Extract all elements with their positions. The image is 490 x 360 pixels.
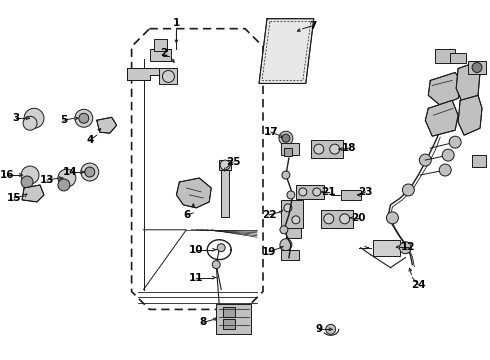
Circle shape xyxy=(279,131,293,145)
Text: 19: 19 xyxy=(262,247,276,257)
Text: 5: 5 xyxy=(60,115,68,125)
Text: 9: 9 xyxy=(315,324,322,334)
Text: 21: 21 xyxy=(321,187,336,197)
Circle shape xyxy=(330,144,340,154)
Circle shape xyxy=(324,214,334,224)
Text: 18: 18 xyxy=(342,143,356,153)
Circle shape xyxy=(282,171,290,179)
Circle shape xyxy=(280,239,292,251)
Text: 13: 13 xyxy=(40,175,54,185)
Bar xyxy=(221,165,229,217)
Circle shape xyxy=(284,204,292,212)
Circle shape xyxy=(23,116,37,130)
Circle shape xyxy=(399,242,411,254)
Bar xyxy=(472,155,486,167)
Circle shape xyxy=(340,214,350,224)
Text: 12: 12 xyxy=(401,242,416,252)
Circle shape xyxy=(419,154,431,166)
Bar xyxy=(321,210,353,228)
Bar xyxy=(281,143,299,155)
Circle shape xyxy=(439,164,451,176)
Circle shape xyxy=(58,169,76,187)
Polygon shape xyxy=(458,95,482,135)
Circle shape xyxy=(442,149,454,161)
Polygon shape xyxy=(176,178,211,208)
Bar xyxy=(372,240,400,256)
Circle shape xyxy=(287,191,295,199)
Text: 22: 22 xyxy=(262,210,276,220)
Polygon shape xyxy=(22,185,44,202)
Circle shape xyxy=(81,163,99,181)
Bar xyxy=(311,140,343,158)
Circle shape xyxy=(220,160,230,170)
Circle shape xyxy=(58,179,70,191)
Bar xyxy=(223,307,235,318)
Circle shape xyxy=(163,71,174,82)
Polygon shape xyxy=(428,72,462,105)
Bar xyxy=(159,68,177,85)
Circle shape xyxy=(326,324,336,334)
Circle shape xyxy=(449,136,461,148)
Circle shape xyxy=(75,109,93,127)
Bar xyxy=(281,250,299,260)
Text: 10: 10 xyxy=(189,245,203,255)
Text: 14: 14 xyxy=(63,167,77,177)
Bar xyxy=(219,160,231,170)
Text: 7: 7 xyxy=(309,21,317,31)
Polygon shape xyxy=(97,117,117,133)
Bar xyxy=(468,60,486,75)
Circle shape xyxy=(24,108,44,128)
Text: 11: 11 xyxy=(189,273,203,283)
Text: 24: 24 xyxy=(411,279,426,289)
Text: 23: 23 xyxy=(358,187,373,197)
Text: 6: 6 xyxy=(184,210,191,220)
Circle shape xyxy=(402,184,415,196)
Text: 2: 2 xyxy=(160,48,167,58)
Text: 17: 17 xyxy=(264,127,278,137)
Circle shape xyxy=(472,63,482,72)
Bar xyxy=(153,39,168,50)
Text: 4: 4 xyxy=(86,135,94,145)
Bar xyxy=(149,49,171,60)
Circle shape xyxy=(387,212,398,224)
Polygon shape xyxy=(259,19,314,84)
Circle shape xyxy=(280,226,288,234)
Circle shape xyxy=(314,144,324,154)
Bar xyxy=(286,228,301,238)
Circle shape xyxy=(217,244,225,252)
Circle shape xyxy=(282,134,290,142)
Bar xyxy=(216,305,251,334)
Circle shape xyxy=(299,188,307,196)
Circle shape xyxy=(292,216,300,224)
Circle shape xyxy=(313,188,321,196)
Text: 25: 25 xyxy=(226,157,241,167)
Text: 3: 3 xyxy=(12,113,20,123)
Bar xyxy=(435,49,455,63)
Text: 16: 16 xyxy=(0,170,14,180)
Polygon shape xyxy=(425,100,458,136)
Bar xyxy=(296,185,324,199)
Bar xyxy=(223,319,235,329)
Bar xyxy=(450,53,466,63)
Text: 1: 1 xyxy=(173,18,180,28)
Circle shape xyxy=(212,261,220,269)
Polygon shape xyxy=(456,63,480,102)
Polygon shape xyxy=(126,68,159,80)
Text: 20: 20 xyxy=(351,213,366,223)
Text: 8: 8 xyxy=(199,318,207,327)
Text: 15: 15 xyxy=(7,193,22,203)
Circle shape xyxy=(85,167,95,177)
Bar xyxy=(284,148,292,156)
Circle shape xyxy=(21,166,39,184)
Circle shape xyxy=(79,113,89,123)
Circle shape xyxy=(21,176,33,188)
Bar xyxy=(341,190,361,200)
Bar xyxy=(281,200,303,228)
